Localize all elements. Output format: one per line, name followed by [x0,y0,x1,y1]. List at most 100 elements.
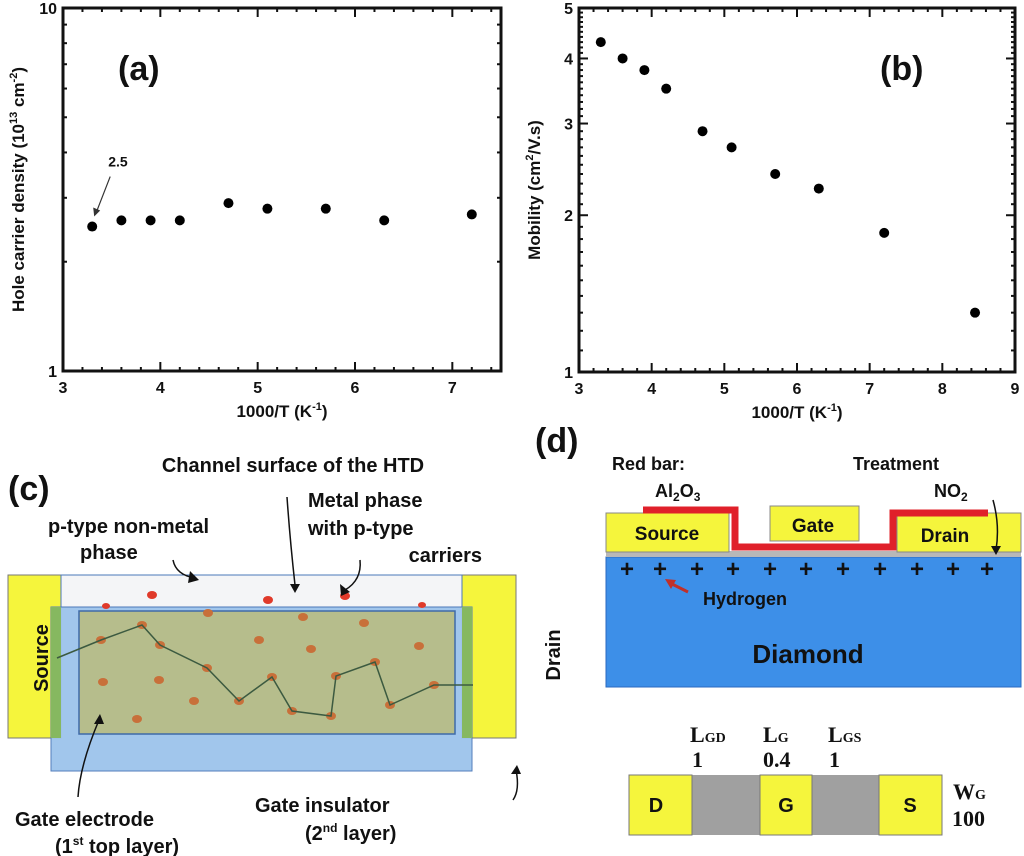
data-point [639,65,650,76]
hydrogen-plus: + [690,556,704,583]
al2o3-label: Al2O3 [655,481,701,504]
y-tick-label: 4 [564,51,573,68]
y-tick-label: 10 [39,1,57,18]
x-axis-label: 1000/T (K-1) [236,401,327,421]
drain-pad [628,774,693,836]
drain-contact-strip [462,607,472,738]
dim-lgd: LGD [690,722,726,747]
hydrogen-plus: + [873,556,887,583]
data-point [466,209,477,220]
data-point [145,215,156,226]
gate-electrode [78,610,456,735]
metal-phase-label-1: Metal phase [308,490,422,512]
data-point [879,227,890,238]
y-tick-label: 1 [48,364,57,381]
y-tick-label: 3 [564,117,573,134]
hydrogen-plus: + [836,556,850,583]
data-point [262,203,273,214]
panel-label-d: (d) [535,422,578,460]
x-tick-label: 9 [1011,381,1020,398]
plot-frame [61,6,503,373]
gate-insulator-sublabel: (2nd layer) [305,821,396,845]
hydrogen-plus: + [946,556,960,583]
data-point [379,215,390,226]
drain-pad-label: D [649,795,663,817]
gap-gd [692,775,760,835]
x-tick-label: 6 [351,380,360,397]
surface-layer [606,551,1021,557]
channel-surface [60,574,463,608]
panel-label: (a) [118,50,160,88]
metal-phase-label-3: carriers [409,545,482,567]
y-axis-label: Hole carrier density (1013 cm-2) [8,67,28,312]
data-point [116,215,127,226]
x-tick-label: 4 [156,380,165,397]
gate-label-d: Gate [792,516,834,537]
metal-phase-label-2: with p-type [307,518,414,540]
chart-b: 3 4 5 6 7 8 9 1 2 3 4 5 (b) 1000/T (K-1) Mobility (cm2… [524,1,1020,422]
source-contact [605,512,730,553]
x-tick-label: 7 [865,381,874,398]
hydrogen-plus-row: + + + + + + + + + + + [620,556,994,583]
no2-arrow [992,499,999,551]
panel-d: (d) Red bar: Al2O3 Treatment NO2 Source … [535,422,1022,836]
data-point [617,53,628,64]
panel-label-c: (c) [8,470,50,508]
nonmetal-phase-label-1: p-type non-metal [48,516,209,538]
drain-contact [896,512,1022,553]
panel-c: (c) Channel surface of the HTD Metal pha… [7,455,565,856]
x-tick-label: 5 [720,381,729,398]
x-tick-label: 8 [938,381,947,398]
dim-lg-value: 0.4 [763,747,791,772]
gate-pad-label: G [778,795,794,817]
x-tick-label: 5 [253,380,262,397]
conduction-path [56,624,473,717]
data-point [970,307,981,318]
carrier-dot [418,602,426,608]
no2-label: NO2 [934,481,968,504]
data-point [726,142,737,153]
carrier-dot [263,596,273,604]
hydrogen-label: Hydrogen [703,589,787,609]
carrier-dot [102,603,110,609]
width-value: 100 [952,806,985,831]
data-point [320,203,331,214]
y-tick-label: 2 [564,208,573,225]
arrow-heads [94,571,521,774]
x-tick-label: 6 [793,381,802,398]
plot-frame [577,6,1017,374]
diamond-substrate [605,556,1022,688]
x-tick-label: 3 [575,381,584,398]
x-tick-label: 7 [448,380,457,397]
hydrogen-plus: + [763,556,777,583]
dim-lg: LG [763,722,789,747]
gate-insulator-label: Gate insulator [255,795,390,817]
al2o3-bar [643,506,988,551]
hydrogen-plus: + [799,556,813,583]
data-point [661,83,672,94]
hydrogen-plus: + [620,556,634,583]
no2-arrow-head [991,546,1001,555]
gate-electrode-sublabel: (1st top layer) [55,834,179,856]
drain-label-d: Drain [921,526,970,547]
treatment-label: Treatment [853,454,939,474]
carrier-dot [147,591,157,599]
nonmetal-phase-label-2: phase [80,542,138,564]
data-point [813,183,824,194]
x-tick-label: 3 [59,380,68,397]
panel-label: (b) [880,50,923,88]
source-label: Source [31,624,53,692]
data-point [770,168,781,179]
data-point [595,37,606,48]
dim-lgs: LGS [828,722,862,747]
data-point [87,221,98,232]
diamond-label: Diamond [752,639,863,669]
gate-pad [759,774,813,836]
data-point [223,198,234,209]
annotation-label: 2.5 [108,154,128,170]
data-point [697,126,708,137]
hydrogen-plus: + [726,556,740,583]
source-label-d: Source [635,524,699,545]
source-pad [878,774,943,836]
drain-label: Drain [543,629,565,680]
